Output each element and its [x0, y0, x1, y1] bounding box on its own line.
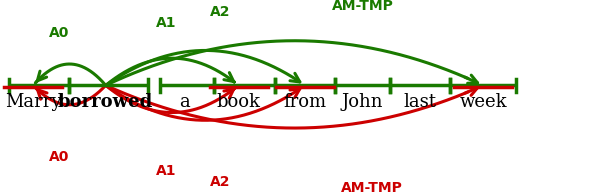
- Text: A2: A2: [210, 5, 231, 19]
- Text: week: week: [460, 93, 507, 111]
- Text: A0: A0: [49, 26, 69, 40]
- Text: A1: A1: [156, 16, 176, 30]
- Text: A0: A0: [49, 150, 69, 164]
- Text: borrowed: borrowed: [58, 93, 153, 111]
- Text: A1: A1: [156, 164, 176, 178]
- Text: Marry: Marry: [5, 93, 62, 111]
- Text: AM-TMP: AM-TMP: [332, 0, 393, 13]
- Text: John: John: [342, 93, 383, 111]
- Text: last: last: [403, 93, 436, 111]
- Text: A2: A2: [210, 175, 231, 189]
- Text: AM-TMP: AM-TMP: [341, 181, 402, 194]
- Text: from: from: [283, 93, 327, 111]
- Text: book: book: [217, 93, 260, 111]
- Text: a: a: [179, 93, 190, 111]
